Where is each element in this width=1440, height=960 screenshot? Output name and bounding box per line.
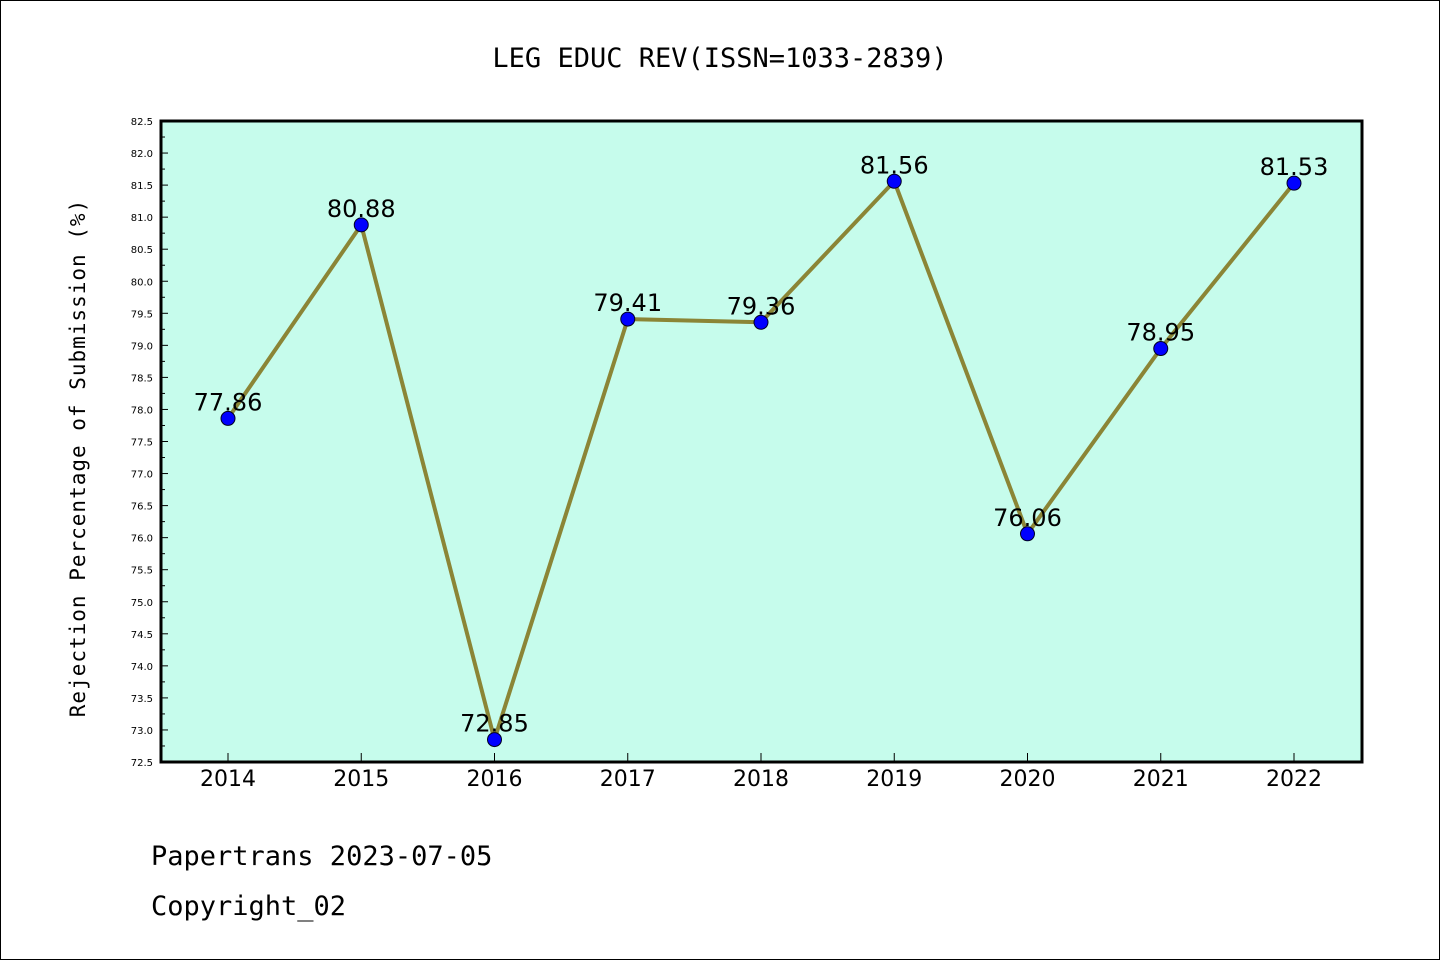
data-label: 76.06	[993, 504, 1062, 532]
x-tick-label: 2021	[1133, 767, 1189, 792]
y-tick-label: 73.0	[131, 726, 153, 737]
x-tick-label: 2022	[1266, 767, 1322, 792]
y-tick-label: 77.0	[131, 470, 153, 481]
data-label: 80.88	[327, 195, 396, 223]
y-tick-label: 73.5	[131, 694, 153, 705]
footer-copyright: Copyright_02	[151, 891, 346, 922]
y-tick-label: 74.5	[131, 630, 153, 641]
y-tick-label: 72.5	[131, 758, 153, 769]
data-point-marker	[620, 311, 636, 327]
x-tick-label: 2014	[200, 767, 256, 792]
data-label: 79.36	[727, 292, 796, 320]
y-tick-label: 79.0	[131, 341, 153, 352]
y-tick-label: 79.5	[131, 309, 153, 320]
x-tick-label: 2019	[866, 767, 922, 792]
y-tick-label: 80.5	[131, 245, 153, 256]
data-label: 81.53	[1260, 153, 1329, 181]
x-axis: 2014 2015 2016 2017 2018 2019 2020 2021 2022	[200, 753, 1322, 792]
y-tick-label: 75.5	[131, 566, 153, 577]
data-point-marker	[753, 314, 769, 330]
data-point-marker	[1020, 526, 1035, 542]
data-point-marker	[487, 732, 502, 748]
y-tick-label: 82.0	[131, 149, 153, 160]
y-tick-label: 82.5	[131, 117, 153, 128]
data-label: 72.85	[460, 710, 529, 738]
chart-title: LEG EDUC REV(ISSN=1033-2839)	[492, 43, 947, 74]
y-tick-label: 77.5	[131, 438, 153, 449]
data-label: 79.41	[593, 289, 662, 317]
data-point-marker	[220, 410, 236, 426]
y-axis: 72.5 73.0 73.5 74.0 74.5 75.0 75.5 76.0 76.5 77.0…	[131, 117, 168, 769]
y-tick-label: 74.0	[131, 662, 153, 673]
y-tick-label: 78.0	[131, 405, 153, 416]
x-tick-label: 2017	[600, 767, 656, 792]
data-point-marker	[353, 217, 369, 233]
y-tick-label: 78.5	[131, 373, 153, 384]
data-label: 81.56	[860, 151, 929, 179]
y-tick-label: 75.0	[131, 598, 153, 609]
data-point-marker	[886, 173, 902, 189]
y-tick-label: 80.0	[131, 277, 153, 288]
data-label: 78.95	[1126, 319, 1195, 347]
y-tick-label: 81.5	[131, 181, 153, 192]
footer-date: Papertrans 2023-07-05	[151, 841, 492, 872]
y-axis-label: Rejection Percentage of Submission (%)	[66, 199, 90, 717]
data-label-group: 77.86 80.88 72.85 79.41 79.36 81.56 76.06 78.95…	[194, 151, 1329, 737]
y-tick-label: 81.0	[131, 213, 153, 224]
data-point-marker	[1153, 341, 1169, 357]
data-point-marker	[1286, 175, 1302, 191]
data-label: 77.86	[194, 388, 263, 416]
y-tick-label: 76.5	[131, 502, 153, 513]
x-tick-label: 2016	[467, 767, 523, 792]
x-tick-label: 2020	[1000, 767, 1056, 792]
marker-group	[220, 173, 1302, 748]
x-tick-label: 2018	[733, 767, 789, 792]
y-tick-label: 76.0	[131, 534, 153, 545]
x-tick-label: 2015	[333, 767, 389, 792]
